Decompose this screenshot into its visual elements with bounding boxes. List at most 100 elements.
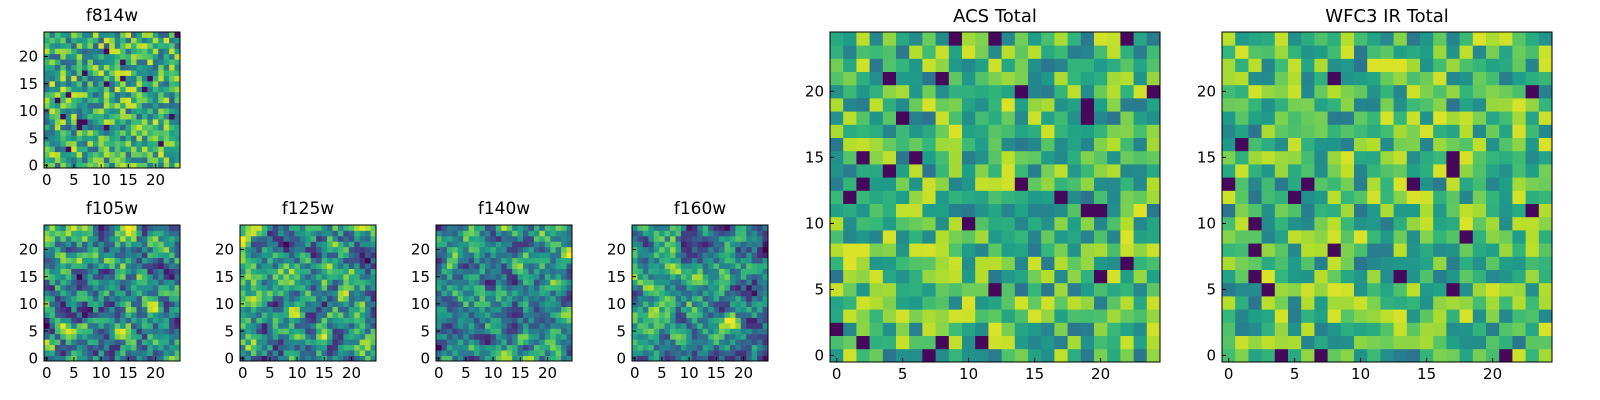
heatmap-cell: [1146, 322, 1161, 336]
heatmap-cell: [735, 339, 742, 346]
heatmap-cell: [44, 263, 50, 269]
heatmap-cell: [490, 344, 497, 351]
heatmap-cell: [1446, 164, 1460, 178]
heatmap-cell: [495, 279, 502, 286]
heatmap-cell: [1288, 203, 1302, 218]
heatmap-cell: [561, 279, 567, 286]
heatmap-cell: [1512, 177, 1526, 191]
heatmap-cell: [702, 312, 709, 318]
heatmap-cell: [261, 312, 268, 318]
heatmap-cell: [555, 246, 562, 253]
heatmap-cell: [283, 355, 290, 362]
heatmap-cell: [702, 317, 709, 324]
heatmap-cell: [141, 284, 148, 291]
heatmap-cell: [856, 150, 870, 165]
heatmap-cell: [1120, 230, 1134, 244]
heatmap-cell: [1222, 71, 1236, 86]
heatmap-cell: [114, 129, 121, 136]
heatmap-cell: [1222, 190, 1236, 204]
heatmap-cell: [354, 344, 361, 351]
heatmap-cell: [975, 137, 989, 152]
heatmap-cell: [436, 295, 442, 302]
heatmap-cell: [757, 355, 763, 362]
heatmap-cell: [1499, 322, 1513, 336]
heatmap-cell: [1499, 58, 1513, 72]
heatmap-cell: [1261, 243, 1276, 257]
heatmap-cell: [163, 42, 170, 49]
y-tick-label: 5: [420, 322, 430, 340]
heatmap-cell: [136, 328, 143, 335]
heatmap-cell: [1380, 45, 1394, 59]
heatmap-cell: [82, 97, 88, 104]
heatmap-cell: [114, 235, 121, 242]
heatmap-cell: [250, 339, 257, 346]
heatmap-cell: [484, 301, 491, 307]
heatmap-cell: [337, 344, 344, 351]
heatmap-cell: [76, 48, 83, 55]
heatmap-cell: [896, 150, 910, 165]
heatmap-cell: [1120, 269, 1134, 284]
heatmap-cell: [267, 328, 274, 335]
heatmap-cell: [370, 306, 377, 313]
heatmap-cell: [131, 129, 137, 136]
heatmap-cell: [468, 246, 475, 253]
heatmap-cell: [1001, 124, 1016, 138]
heatmap-cell: [637, 225, 644, 231]
heatmap-cell: [141, 252, 148, 259]
heatmap-cell: [528, 339, 535, 346]
heatmap-cell: [1512, 230, 1526, 244]
heatmap-cell: [1512, 216, 1526, 231]
heatmap-cell: [60, 317, 67, 324]
heatmap-cell: [452, 306, 459, 313]
heatmap-cell: [664, 339, 671, 346]
heatmap-cell: [495, 225, 502, 231]
heatmap-cell: [1354, 348, 1368, 363]
heatmap-cell: [533, 350, 540, 356]
heatmap-cell: [169, 108, 175, 114]
heatmap-cell: [501, 301, 508, 307]
heatmap-cell: [1433, 84, 1447, 99]
heatmap-cell: [310, 333, 317, 340]
heatmap-cell: [136, 97, 143, 104]
heatmap-cell: [909, 98, 923, 112]
heatmap-cell: [169, 246, 175, 253]
heatmap-cell: [348, 317, 355, 324]
heatmap-cell: [1354, 32, 1368, 46]
heatmap-cell: [1340, 164, 1355, 178]
heatmap-cell: [1420, 45, 1434, 59]
heatmap-cell: [962, 216, 976, 231]
heatmap-cell: [288, 290, 295, 297]
heatmap-cell: [975, 269, 989, 284]
heatmap-cell: [1014, 58, 1029, 72]
heatmap-cell: [670, 263, 676, 269]
heatmap-cell: [1420, 124, 1434, 138]
heatmap-cell: [82, 263, 88, 269]
heatmap-cell: [60, 350, 67, 356]
heatmap-cell: [757, 268, 763, 275]
heatmap-cell: [1538, 309, 1553, 323]
heatmap-cell: [1486, 58, 1500, 72]
heatmap-cell: [463, 339, 470, 346]
heatmap-cell: [343, 312, 350, 318]
heatmap-cell: [158, 246, 165, 253]
heatmap-cell: [463, 268, 470, 275]
heatmap-cell: [653, 252, 660, 259]
heatmap-cell: [948, 256, 963, 270]
heatmap-cell: [922, 309, 936, 323]
heatmap-cell: [1107, 177, 1121, 191]
heatmap-cell: [365, 339, 371, 346]
heatmap-cell: [746, 322, 753, 329]
heatmap-cell: [1314, 322, 1328, 336]
heatmap-cell: [1248, 58, 1262, 72]
heatmap-cell: [299, 257, 306, 264]
heatmap-cell: [948, 124, 963, 138]
heatmap-cell: [152, 241, 159, 248]
heatmap-cell: [566, 295, 573, 302]
heatmap-cell: [1472, 177, 1487, 191]
heatmap-cell: [1274, 296, 1289, 310]
heatmap-cell: [109, 86, 116, 93]
heatmap-cell: [869, 32, 884, 46]
heatmap-cell: [935, 190, 950, 204]
heatmap-cell: [550, 230, 557, 237]
heatmap-cell: [49, 290, 56, 297]
